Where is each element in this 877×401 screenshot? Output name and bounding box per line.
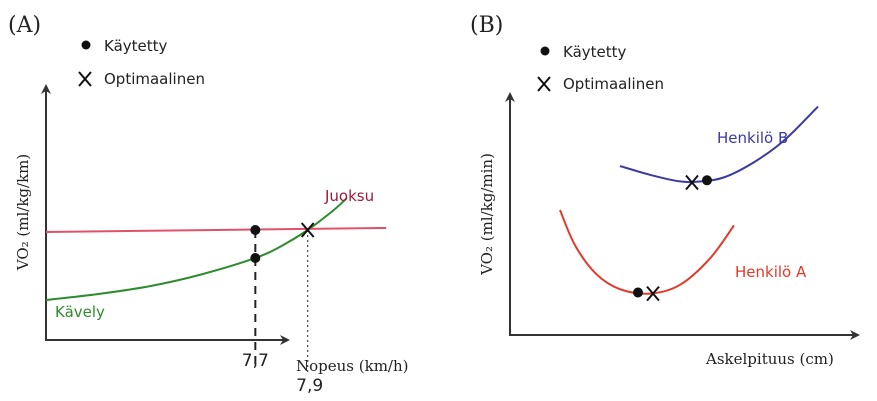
legend-used-label: Käytetty [563, 43, 627, 61]
panel-b-legend: Käytetty Optimaalinen [537, 43, 664, 93]
series-line-henkilo-a [559, 209, 735, 295]
optimal-point-marker [685, 174, 699, 191]
x-tick-label-7-7: 7,7 [242, 351, 269, 371]
legend-used-marker-icon [540, 46, 550, 56]
series-label-henkilo-b: Henkilö B [717, 129, 788, 147]
panel-a-label: (A) [8, 13, 41, 38]
used-point-marker [250, 253, 261, 263]
panel-a: (A) Käytetty Optimaalinen Nopeus (km/h) … [8, 13, 409, 396]
panel-a-legend: Käytetty Optimaalinen [78, 37, 205, 88]
series-label-kavely: Kävely [55, 303, 105, 321]
series-label-juoksu: Juoksu [324, 187, 374, 205]
panel-b-x-axis-label: Askelpituus (cm) [705, 350, 834, 368]
legend-optimal-marker-icon [78, 71, 92, 87]
panel-b-label: (B) [470, 13, 503, 38]
panel-b-y-axis-label: VO₂ (ml/kg/min) [478, 153, 496, 276]
legend-optimal-marker-icon [537, 76, 551, 92]
series-line-henkilo-b [619, 105, 819, 184]
panel-a-x-axis-label: Nopeus (km/h) [296, 357, 409, 375]
legend-optimal-label: Optimaalinen [563, 75, 664, 93]
panel-a-y-axis-label: VO₂ (ml/kg/km) [14, 154, 32, 271]
legend-used-label: Käytetty [104, 37, 168, 55]
used-point-marker [250, 225, 261, 235]
optimal-point-marker [646, 285, 660, 302]
legend-used-marker-icon [81, 40, 91, 50]
series-line-kavely [45, 197, 348, 301]
x-tick-label-7-9: 7,9 [296, 376, 323, 396]
used-point-marker [702, 175, 712, 186]
used-point-marker [633, 287, 643, 298]
series-line-juoksu [45, 227, 387, 233]
optimal-point-marker [300, 222, 315, 238]
panel-b: (B) Käytetty Optimaalinen Askelpituus (c… [470, 13, 860, 368]
series-label-henkilo-a: Henkilö A [735, 263, 807, 281]
legend-optimal-label: Optimaalinen [104, 70, 205, 88]
